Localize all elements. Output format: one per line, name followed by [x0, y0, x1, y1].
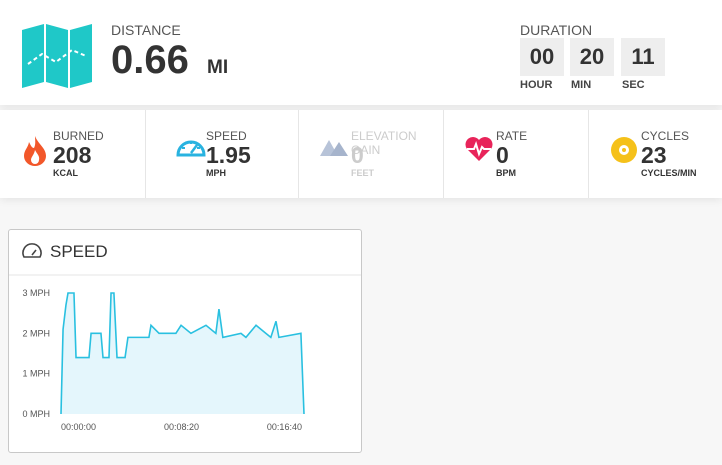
gauge-icon [22, 243, 42, 258]
stat-value: 1.95 [206, 142, 251, 168]
stat-unit: CYCLES/MIN [641, 168, 697, 178]
x-tick-label: 00:08:20 [164, 422, 199, 432]
min-unit: MIN [571, 79, 592, 91]
y-tick-label: 1 MPH [22, 369, 50, 379]
stat-value: 208 [53, 142, 92, 168]
stats-card: BURNED 208 KCAL SPEED 1.95 MPH ELEVATION… [0, 110, 722, 198]
speed-icon [176, 140, 206, 157]
heart-icon [465, 137, 493, 161]
y-tick-label: 2 MPH [22, 328, 50, 338]
stat-rate: RATE 0 BPM [443, 110, 589, 198]
hour-unit: HOUR [520, 79, 553, 91]
stat-unit: KCAL [53, 168, 78, 178]
x-tick-label: 00:16:40 [267, 422, 302, 432]
stat-value: 0 [496, 142, 509, 168]
stat-label: SPEED [206, 129, 247, 143]
stat-burned: BURNED 208 KCAL [0, 110, 146, 198]
speed-area [61, 293, 304, 414]
stat-cycles: CYCLES 23 CYCLES/MIN [588, 110, 722, 198]
distance-unit: MI [207, 57, 229, 78]
x-tick-label: 00:00:00 [61, 422, 96, 432]
speed-line [60, 292, 305, 415]
y-tick-label: 0 MPH [22, 409, 50, 419]
speed-card: SPEED 0 MPH 1 MPH 2 MPH 3 MPH 00:00:00 00:08:… [8, 229, 362, 453]
fire-icon [24, 136, 46, 166]
mountain-icon [320, 140, 348, 156]
stat-label: CYCLES [641, 129, 690, 143]
stat-value: 0 [351, 142, 364, 168]
cycles-icon [611, 137, 637, 163]
duration-label: DURATION [520, 22, 593, 38]
min-value: 20 [570, 38, 614, 76]
sec-unit: SEC [622, 79, 645, 91]
stat-label: BURNED [53, 129, 104, 143]
summary-card: DISTANCE 0.66 MI DURATION 00 20 11 HOUR … [0, 0, 722, 105]
stat-speed: SPEED 1.95 MPH [153, 110, 299, 198]
hour-value: 00 [520, 38, 564, 76]
sec-value: 11 [621, 38, 665, 76]
stat-label: RATE [496, 129, 528, 143]
stat-unit: MPH [206, 168, 226, 178]
stat-label: ELEVATION GAIN [351, 129, 417, 157]
stat-elevation: ELEVATION GAIN 0 FEET [298, 110, 444, 198]
stat-unit: BPM [496, 168, 516, 178]
chart: SPEED 0 MPH 1 MPH 2 MPH 3 MPH 00:00:00 00:08:… [9, 242, 361, 432]
y-tick-label: 3 MPH [22, 288, 50, 298]
distance-value: 0.66 [111, 38, 189, 82]
map-icon [22, 24, 92, 88]
chart-title: SPEED [50, 242, 108, 261]
stat-value: 23 [641, 142, 667, 168]
distance-label: DISTANCE [111, 22, 181, 38]
stat-unit: FEET [351, 168, 375, 178]
